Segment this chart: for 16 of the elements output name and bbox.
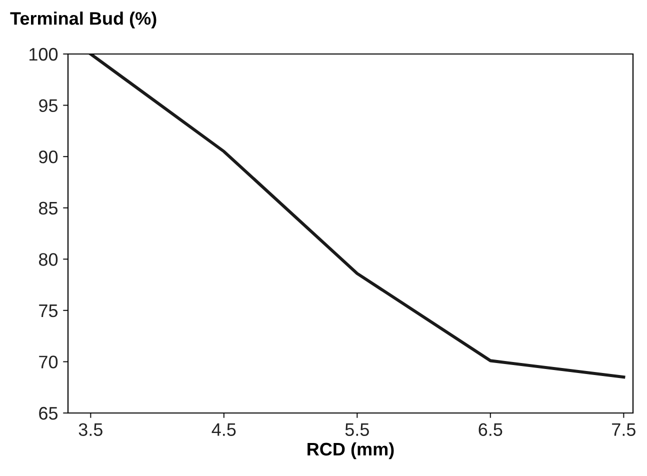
x-axis-title: RCD (mm)	[308, 442, 394, 460]
y-tick-label: 90	[39, 150, 58, 164]
y-tick-label: 85	[38, 202, 58, 215]
y-tick-label: 80	[38, 253, 58, 266]
y-tick-label: 95	[39, 99, 58, 112]
y-tick-label: 65	[39, 406, 58, 420]
x-tick-label: 5.5	[345, 423, 369, 436]
line-series	[89, 54, 626, 379]
y-axis-title: Terminal Bud (%)	[10, 12, 156, 28]
y-tick-label: 75	[39, 304, 58, 318]
y-tick-label: 100	[30, 48, 58, 61]
y-tick-label: 70	[39, 356, 58, 368]
x-tick-label: 7.5	[612, 423, 636, 436]
x-tick-label: 3.5	[78, 423, 102, 436]
x-tick-label: 4.5	[212, 423, 236, 436]
x-tick-label: 6.5	[478, 423, 502, 436]
